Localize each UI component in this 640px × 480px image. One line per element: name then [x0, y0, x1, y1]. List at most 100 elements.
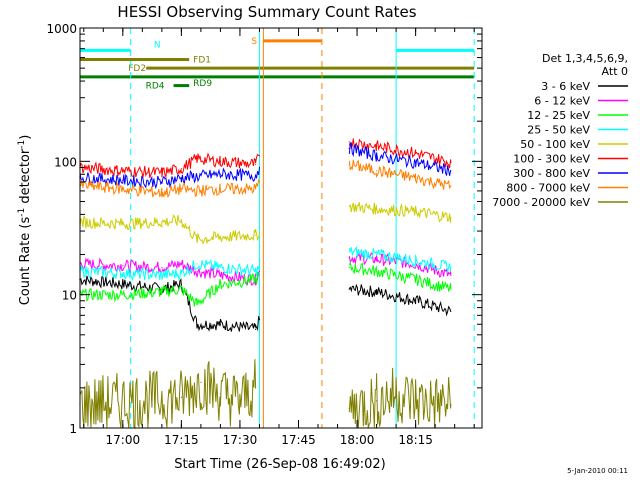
series-point-6-0-5 — [219, 173, 222, 175]
series-point-2-1-0 — [348, 266, 350, 269]
series-point-4-0-7 — [258, 232, 261, 234]
series-point-4-1-0 — [348, 205, 350, 207]
flags-layer: N S FD1 FD2 RD9 RD4 — [79, 37, 475, 92]
series-point-4-0-4 — [196, 238, 198, 240]
series-point-2-0-5 — [219, 283, 222, 285]
series-point-2-0-4 — [196, 303, 198, 305]
flag-label-s: S — [251, 37, 257, 47]
series-point-1-1-3 — [450, 274, 452, 276]
x-axis-label: Start Time (26-Sep-08 16:49:02) — [174, 457, 385, 472]
legend-header-line1: Det 1,3,4,5,6,9, — [542, 52, 628, 65]
series-point-3-1-1 — [375, 253, 378, 256]
series-point-7-0-3 — [180, 188, 182, 190]
series-line-0-0 — [79, 275, 260, 332]
series-point-3-1-0 — [348, 251, 350, 253]
series-point-8-1-3 — [415, 400, 417, 402]
legend-header-line2: Att 0 — [602, 65, 628, 78]
x-tick-label-1: 17:15 — [164, 433, 199, 447]
series-line-4-1 — [349, 202, 452, 223]
series-point-2-0-7 — [258, 274, 261, 276]
x-tick-label-2: 17:30 — [223, 433, 258, 447]
series-point-3-0-6 — [254, 270, 257, 272]
series-point-7-0-6 — [254, 188, 257, 190]
series-point-4-1-2 — [415, 210, 417, 213]
series-point-8-0-2 — [200, 381, 202, 383]
series-point-3-1-2 — [415, 260, 417, 262]
series-point-6-0-3 — [180, 177, 182, 179]
series-point-8-0-5 — [254, 387, 257, 389]
series-point-7-1-0 — [348, 163, 350, 165]
flag-label-rd9: RD9 — [193, 79, 212, 89]
series-point-3-0-3 — [180, 272, 182, 274]
legend-label-6: 300 - 800 keV — [513, 167, 590, 180]
legend-label-4: 50 - 100 keV — [520, 138, 590, 151]
series-point-7-0-2 — [161, 192, 163, 194]
y-tick-label-2: 100 — [54, 155, 77, 169]
series-point-0-1-2 — [415, 300, 417, 302]
series-point-5-0-5 — [219, 160, 222, 162]
series-point-7-1-1 — [375, 170, 378, 172]
series-point-0-1-1 — [375, 291, 378, 293]
x-tick-label-3: 17:45 — [281, 433, 316, 447]
x-tick-label-0: 17:00 — [106, 433, 141, 447]
series-point-6-0-4 — [196, 175, 198, 178]
series-point-2-0-2 — [161, 291, 163, 293]
series-point-6-1-1 — [375, 155, 378, 157]
series-point-4-0-5 — [219, 236, 222, 238]
series-point-5-0-6 — [254, 163, 257, 165]
series-line-3-1 — [348, 245, 452, 273]
y-tick-label-0: 1 — [69, 422, 77, 436]
series-point-3-0-7 — [258, 266, 261, 269]
series-point-4-0-3 — [180, 219, 182, 222]
series-point-7-1-3 — [450, 185, 452, 187]
series-line-2-0 — [79, 271, 260, 307]
series-point-6-0-2 — [161, 181, 163, 183]
series-point-0-0-6 — [254, 328, 257, 330]
series-point-8-1-2 — [395, 393, 397, 395]
series-point-1-0-4 — [196, 270, 198, 272]
series-point-0-0-4 — [196, 323, 198, 325]
flag-label-fd2: FD2 — [128, 64, 146, 74]
legend-label-8: 7000 - 20000 keV — [492, 196, 590, 209]
series-point-2-0-3 — [180, 288, 182, 290]
series-line-7-0 — [79, 178, 260, 198]
series-point-1-1-0 — [348, 256, 350, 259]
series-point-1-0-2 — [161, 266, 163, 269]
series-line-3-0 — [79, 258, 260, 282]
series-point-7-1-2 — [415, 177, 417, 179]
series-point-0-1-0 — [348, 288, 350, 290]
series-point-8-0-3 — [219, 393, 222, 395]
series-point-5-1-3 — [450, 161, 452, 164]
series-line-0-1 — [348, 283, 452, 317]
series-line-8-0 — [79, 359, 257, 430]
series-point-8-1-1 — [375, 400, 378, 402]
series-point-7-0-4 — [196, 190, 198, 192]
legend-label-5: 100 - 300 keV — [513, 153, 590, 166]
series-line-5-0 — [79, 152, 260, 179]
series-point-6-0-1 — [122, 179, 124, 181]
series-point-4-1-3 — [450, 216, 452, 218]
x-tick-label-5: 18:15 — [398, 433, 433, 447]
y-axis-label: Count Rate (s-1 detector-1) — [17, 135, 33, 306]
flag-label-rd4: RD4 — [146, 82, 165, 92]
series-point-5-0-7 — [258, 155, 261, 157]
series-point-6-1-2 — [415, 161, 417, 164]
series-point-3-0-4 — [196, 263, 198, 265]
series-point-3-0-5 — [219, 266, 222, 269]
series-2 — [79, 260, 452, 307]
series-line-2-1 — [348, 260, 452, 292]
series-point-7-0-1 — [122, 188, 124, 190]
series-point-4-0-6 — [254, 234, 257, 236]
series-point-5-1-1 — [375, 145, 378, 147]
legend-label-2: 12 - 25 keV — [527, 109, 590, 122]
footer-timestamp: 5-Jan-2010 00:11 — [567, 467, 628, 475]
series-point-1-0-7 — [258, 270, 261, 272]
series-point-3-0-2 — [161, 274, 163, 276]
series-point-1-0-1 — [122, 265, 124, 267]
series-point-8-1-0 — [348, 407, 350, 410]
series-point-6-0-6 — [254, 175, 257, 177]
series-point-2-1-2 — [415, 278, 417, 281]
